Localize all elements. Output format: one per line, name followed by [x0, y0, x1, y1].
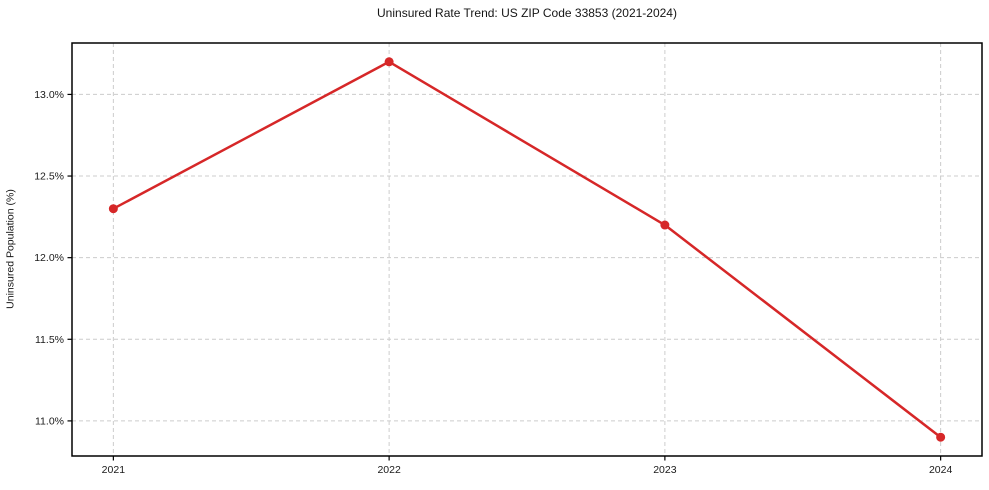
y-tick-label: 12.0%: [34, 252, 64, 264]
data-point-marker: [660, 220, 670, 230]
x-tick-label: 2023: [653, 464, 677, 476]
data-point-marker: [108, 204, 118, 214]
data-point-marker: [384, 57, 394, 67]
y-tick-label: 11.5%: [35, 334, 64, 346]
plot-frame: [71, 42, 983, 457]
x-tick-label: 2022: [377, 464, 401, 476]
y-tick-label: 13.0%: [34, 89, 64, 101]
y-tick-label: 12.5%: [34, 171, 64, 183]
trend-line: [112, 60, 942, 439]
x-tick-label: 2024: [929, 464, 953, 476]
data-point-marker: [936, 432, 946, 442]
chart-title: Uninsured Rate Trend: US ZIP Code 33853 …: [377, 6, 677, 20]
y-tick-label: 11.0%: [35, 415, 64, 427]
x-tick-label: 2021: [102, 464, 126, 476]
